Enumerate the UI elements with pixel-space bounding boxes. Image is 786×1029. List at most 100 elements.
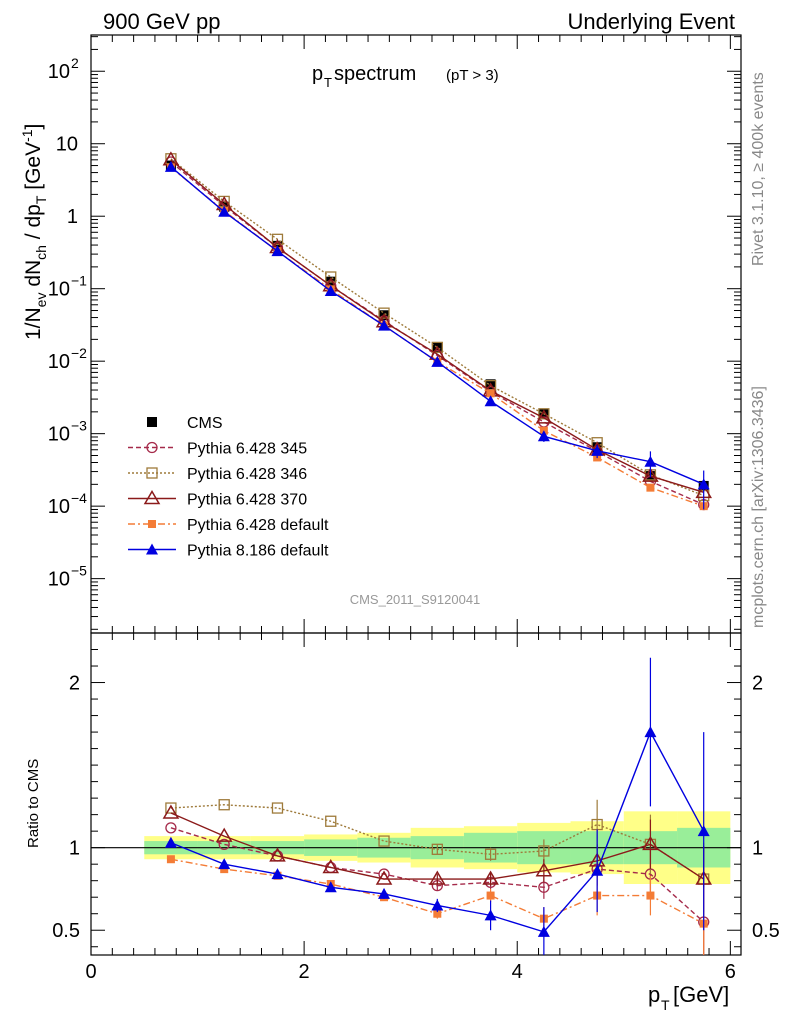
ratio-point (378, 835, 390, 847)
ratio-point (431, 843, 443, 855)
y-tick-exponent: −3 (71, 418, 87, 434)
series-line-top (170, 166, 704, 507)
xlabel-rest: [GeV] (673, 982, 729, 1007)
ratio-point (271, 802, 284, 814)
y-tick-label: 10 (48, 61, 70, 83)
y-tick-exponent: −1 (71, 273, 87, 289)
legend-marker (146, 543, 158, 555)
ratio-tick-label-right: 1 (752, 838, 763, 860)
ylabel-a-sub: ev (33, 293, 49, 308)
ylabel-a: 1/N (22, 307, 45, 340)
ratio-point (431, 899, 444, 911)
data-point (218, 205, 231, 217)
ratio-point (646, 891, 655, 900)
data-point (642, 467, 659, 482)
plot-title: p T spectrum (pT > 3) (312, 63, 499, 90)
ratio-point (325, 815, 337, 827)
title-p: p (312, 63, 323, 85)
legend-item: CMS (147, 415, 223, 432)
ratio-point (324, 881, 337, 893)
y-tick-label: 10 (48, 424, 70, 446)
ylabel-top: 1/Nev dNch / dpT [GeV-1] (19, 124, 49, 340)
y-tick-label: 10 (48, 279, 70, 301)
legend-label: Pythia 6.428 345 (187, 441, 307, 458)
ylabel-e: ] (22, 124, 45, 130)
ratio-tick-label-left: 0.5 (52, 920, 80, 942)
y-tick-label: 10 (56, 134, 78, 156)
legend-label: Pythia 6.428 default (187, 517, 329, 534)
x-tick-label: 6 (725, 961, 736, 983)
ratio-point (166, 855, 175, 864)
ratio-point (218, 858, 231, 870)
ratio-point (162, 804, 180, 819)
ratio-point (697, 825, 710, 837)
data-point (484, 395, 497, 407)
ratio-point (642, 835, 659, 851)
ratio-point (271, 868, 284, 880)
ratio-point (484, 848, 497, 860)
ylabel-c-sub: T (33, 195, 49, 204)
y-tick-exponent: −4 (71, 490, 87, 506)
ratio-point (591, 864, 604, 876)
ratio-point (429, 870, 446, 885)
data-point (538, 408, 550, 420)
y-axis-ticks-bottom: 2 2 1 1 0.5 0.5 (52, 649, 780, 948)
xlabel-sub: T (661, 997, 670, 1013)
header-right: Underlying Event (567, 9, 735, 34)
data-point (644, 455, 657, 467)
data-point (431, 355, 444, 367)
legend-item: Pythia 8.186 default (128, 543, 329, 560)
ylabel-bottom: Ratio to CMS (25, 759, 42, 848)
y-tick-exponent: 2 (71, 55, 79, 71)
legend-label: CMS (187, 415, 223, 432)
ratio-point (215, 827, 233, 842)
legend: CMS Pythia 6.428 345 Pythia 6.428 346 Pythi… (128, 415, 329, 560)
data-point (537, 430, 550, 442)
ratio-point (375, 870, 393, 885)
ratio-tick-label-right: 2 (752, 673, 763, 695)
data-point (324, 284, 337, 296)
x-tick-label: 4 (512, 961, 523, 983)
data-point (535, 409, 553, 424)
data-point (646, 483, 655, 492)
header-left: 900 GeV pp (103, 9, 220, 34)
legend-label: Pythia 8.186 default (187, 543, 329, 560)
ratio-point (482, 870, 499, 885)
ratio-point (322, 858, 340, 874)
legend-item: Pythia 6.428 default (128, 517, 329, 534)
ratio-point (644, 726, 657, 738)
analysis-label: CMS_2011_S9120041 (350, 592, 481, 607)
legend-marker (146, 467, 158, 479)
svg-text:T: T (324, 75, 332, 90)
ratio-tick-label-left: 1 (69, 838, 80, 860)
ylabel-d-sup: -1 (19, 129, 35, 142)
svg-text:(pT > 3): (pT > 3) (446, 67, 499, 84)
y-tick-label: 10 (48, 496, 70, 518)
x-axis-ticks: 0 2 4 6 (85, 35, 736, 983)
svg-text:p: p (312, 63, 323, 85)
xlabel-p: p (648, 982, 660, 1007)
data-point (591, 444, 604, 456)
title-sub: T (324, 75, 332, 90)
series-line-top (170, 166, 704, 485)
ratio-point (378, 887, 391, 899)
ratio-point (486, 891, 495, 900)
legend-item: Pythia 6.428 370 (128, 490, 307, 509)
bottom-panel-frame (90, 632, 742, 956)
data-point (378, 319, 391, 331)
legend-marker (147, 417, 157, 427)
ratio-point (218, 838, 230, 851)
svg-text:T: T (661, 997, 670, 1013)
ratio-point (535, 862, 553, 877)
svg-text:1/Nev dNch / dpT [GeV-1]: 1/Nev dNch / dpT [GeV-1] (19, 124, 49, 340)
ratio-point (165, 822, 177, 834)
ratio-tick-label-right: 0.5 (752, 920, 780, 942)
title-cut: (pT > 3) (446, 67, 499, 84)
data-point (164, 160, 177, 172)
ratio-point (537, 925, 550, 937)
ratio-tick-label-left: 2 (69, 673, 80, 695)
ratio-point (164, 836, 177, 848)
ratio-point (269, 847, 286, 862)
